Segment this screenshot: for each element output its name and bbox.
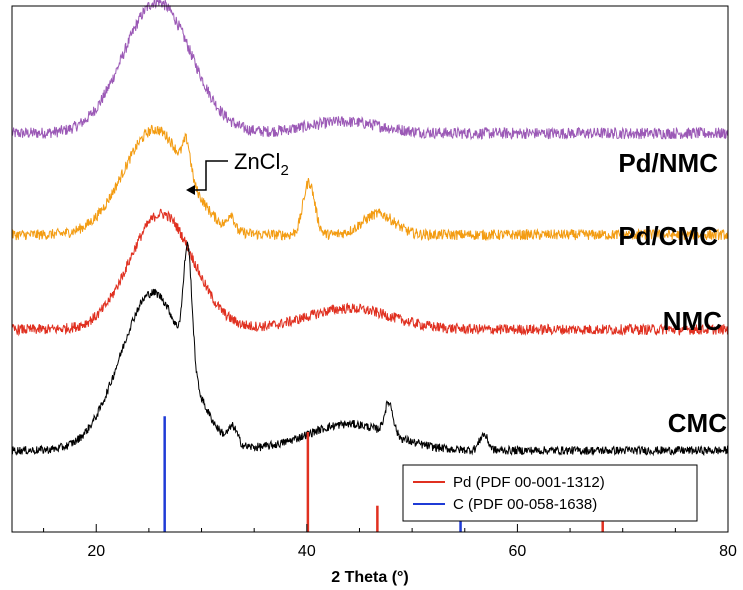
annotation-bracket <box>190 160 228 191</box>
x-axis: 20 40 60 80 <box>43 524 737 560</box>
series-cmc-line <box>11 241 729 457</box>
series-labels: Pd/NMC Pd/CMC NMC CMC <box>618 148 727 438</box>
legend-box <box>402 464 698 522</box>
series-pd-cmc-line <box>11 124 729 242</box>
reference-lines-layer <box>163 416 604 532</box>
series-layer <box>11 0 729 457</box>
x-tick-label-60: 60 <box>509 543 527 560</box>
x-tick-label-20: 20 <box>87 543 105 560</box>
series-label-pd-nmc: Pd/NMC <box>618 148 718 178</box>
series-label-cmc: CMC <box>668 408 727 438</box>
annotation-arrowhead <box>186 185 195 195</box>
legend-label-c: C (PDF 00-058-1638) <box>453 496 597 513</box>
x-tick-label-40: 40 <box>298 543 316 560</box>
x-tick-label-80: 80 <box>719 543 737 560</box>
annotation-layer: ZnCl2 <box>186 149 289 195</box>
series-label-nmc: NMC <box>663 306 722 336</box>
legend: Pd (PDF 00-001-1312) C (PDF 00-058-1638) <box>402 464 698 522</box>
series-pd-nmc-line <box>11 0 729 141</box>
series-nmc-line <box>11 208 729 337</box>
plot-frame <box>11 5 729 533</box>
annotation-zncl2-label: ZnCl2 <box>234 149 289 179</box>
legend-label-pd: Pd (PDF 00-001-1312) <box>453 474 605 491</box>
x-axis-title: 2 Theta (°) <box>331 569 409 586</box>
series-label-pd-cmc: Pd/CMC <box>618 221 718 251</box>
